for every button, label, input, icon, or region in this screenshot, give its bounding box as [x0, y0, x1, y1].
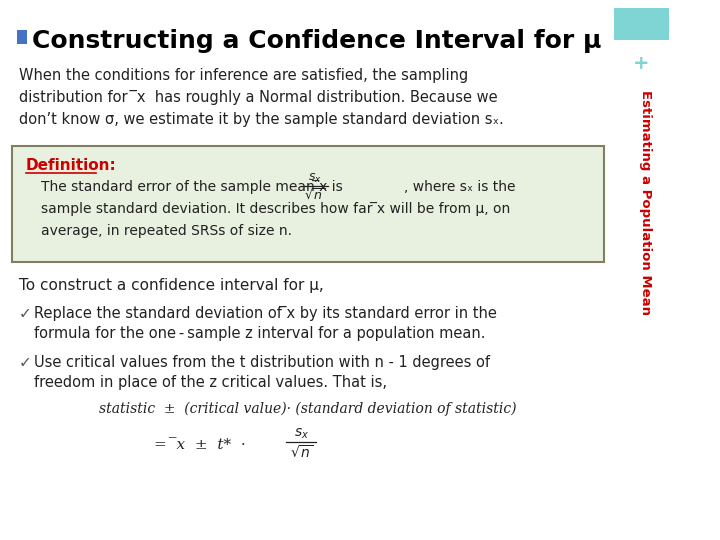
Text: The standard error of the sample mean ̅x is              , where sₓ is the: The standard error of the sample mean ̅x…	[41, 180, 516, 194]
Text: sample standard deviation. It describes how far ̅x will be from μ, on: sample standard deviation. It describes …	[41, 202, 510, 216]
Text: $\sqrt{n}$: $\sqrt{n}$	[304, 188, 325, 203]
Text: statistic  ±  (critical value)· (standard deviation of statistic): statistic ± (critical value)· (standard …	[99, 402, 517, 416]
Text: Definition:: Definition:	[26, 158, 117, 173]
Text: +: +	[634, 54, 649, 73]
Text: average, in repeated SRSs of size n.: average, in repeated SRSs of size n.	[41, 224, 292, 238]
FancyBboxPatch shape	[12, 146, 603, 262]
Text: Replace the standard deviation of ̅x by its standard error in the: Replace the standard deviation of ̅x by …	[34, 306, 497, 321]
Text: $s_x$: $s_x$	[307, 172, 322, 185]
Text: Constructing a Confidence Interval for μ: Constructing a Confidence Interval for μ	[32, 29, 602, 53]
Text: When the conditions for inference are satisfied, the sampling: When the conditions for inference are sa…	[19, 68, 468, 83]
FancyBboxPatch shape	[614, 8, 669, 40]
Text: don’t know σ, we estimate it by the sample standard deviation sₓ.: don’t know σ, we estimate it by the samp…	[19, 112, 504, 127]
Text: Use critical values from the t distribution with n - 1 degrees of: Use critical values from the t distribut…	[34, 355, 490, 370]
Bar	[17, 30, 27, 44]
Text: Estimating a Population Mean: Estimating a Population Mean	[639, 90, 652, 315]
Text: ✓: ✓	[19, 355, 32, 370]
Text: ✓: ✓	[19, 306, 32, 321]
Text: To construct a confidence interval for μ,: To construct a confidence interval for μ…	[19, 278, 324, 293]
Text: $\sqrt{n}$: $\sqrt{n}$	[289, 444, 313, 461]
Text: =  ̅x  ±  t*  ·: = ̅x ± t* ·	[153, 438, 246, 452]
Text: freedom in place of the z critical values. That is,: freedom in place of the z critical value…	[34, 375, 387, 390]
Text: $s_x$: $s_x$	[294, 427, 309, 441]
Text: formula for the one - sample z interval for a population mean.: formula for the one - sample z interval …	[34, 326, 485, 341]
Text: distribution for  ̅x  has roughly a Normal distribution. Because we: distribution for ̅x has roughly a Normal…	[19, 90, 498, 105]
